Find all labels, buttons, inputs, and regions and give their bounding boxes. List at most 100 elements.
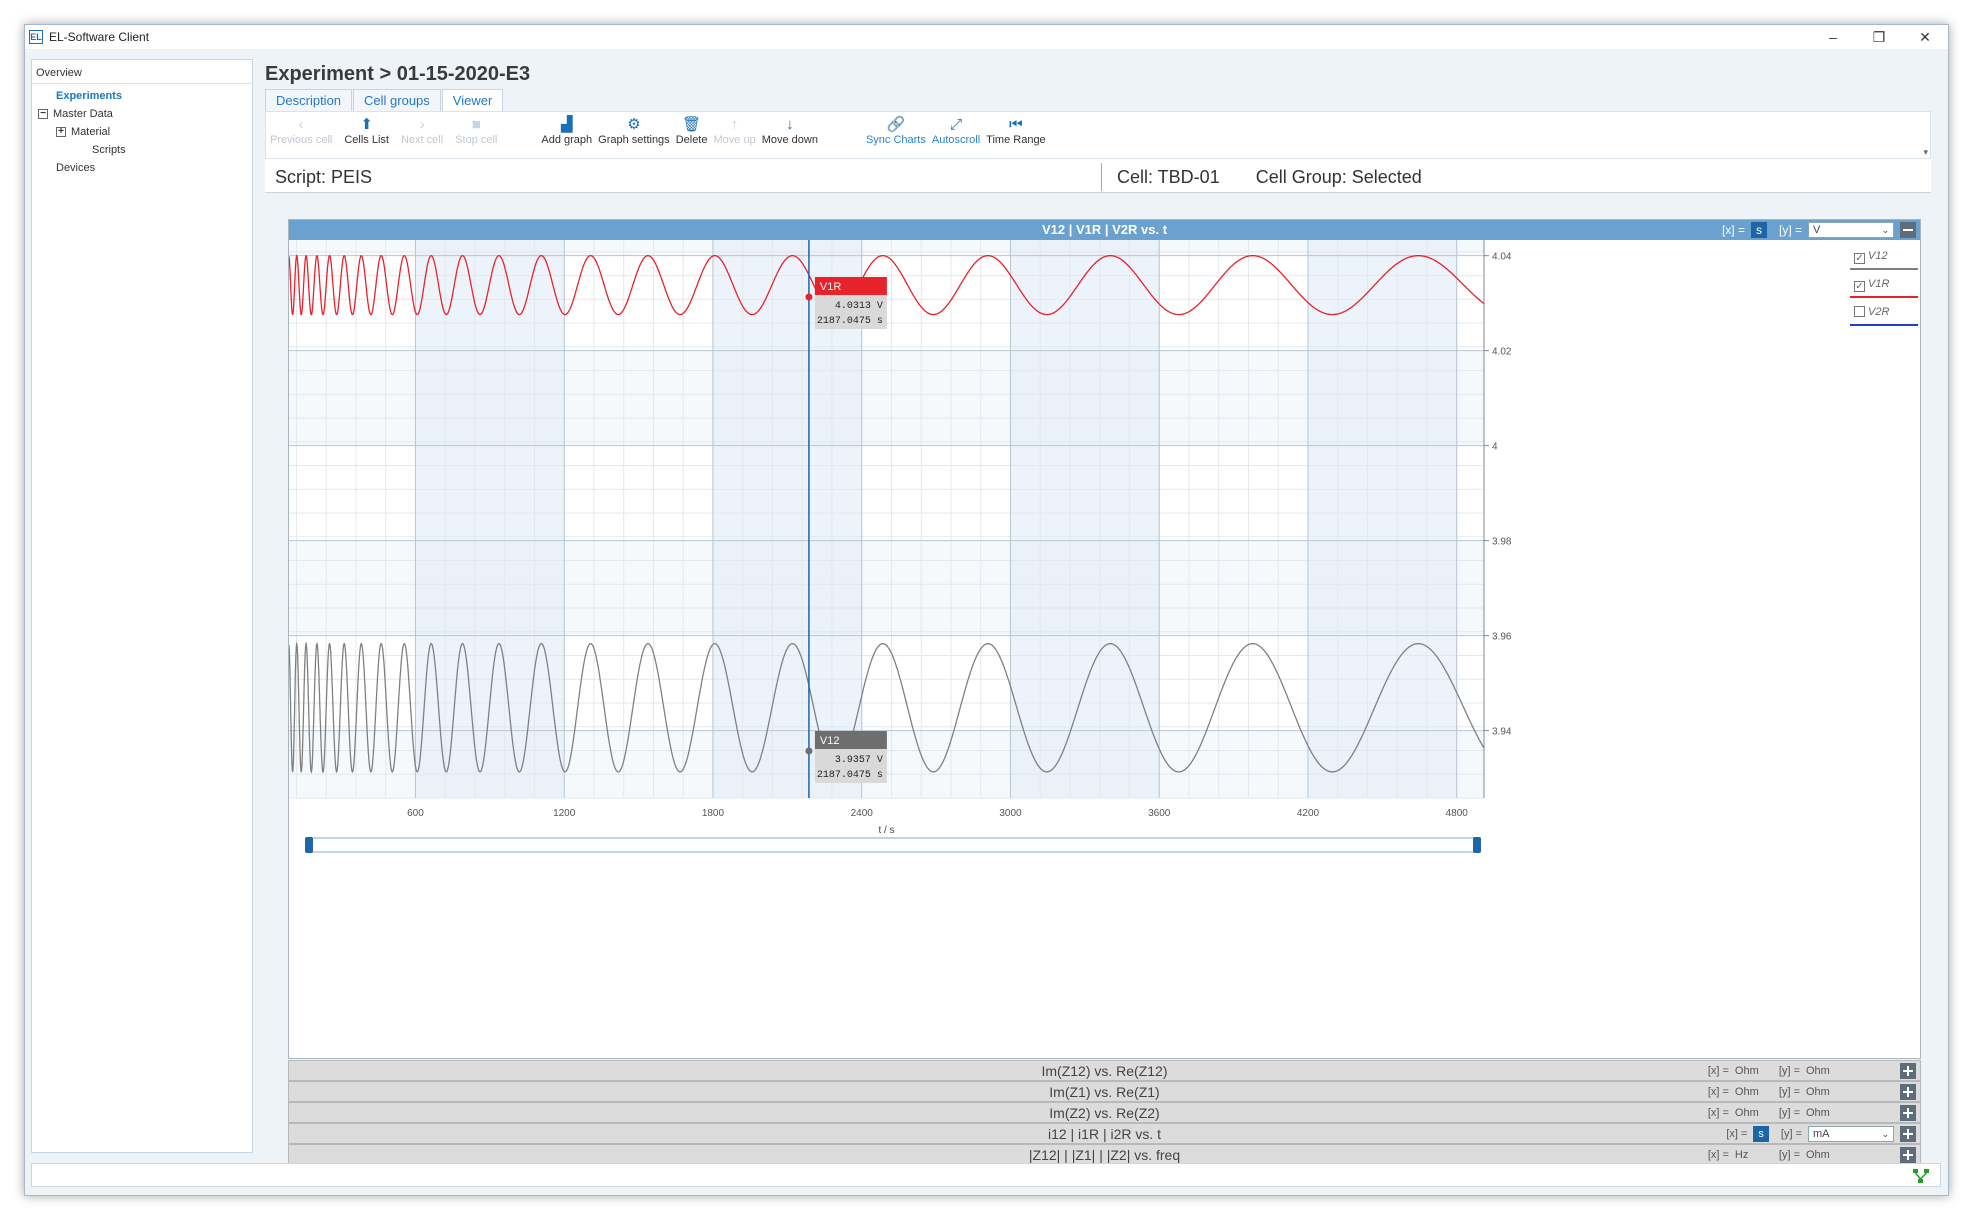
legend-swatch bbox=[1850, 296, 1918, 298]
y-tick-label: 4 bbox=[1492, 442, 1498, 453]
stop-cell-button[interactable]: ■ Stop cell bbox=[455, 112, 497, 158]
tree-item-devices[interactable]: Devices bbox=[32, 159, 252, 177]
x-tick-label: 4800 bbox=[1446, 808, 1469, 819]
legend-swatch bbox=[1850, 324, 1918, 326]
slider-handle-right[interactable] bbox=[1473, 837, 1481, 853]
y-unit-value: Ohm bbox=[1806, 1086, 1830, 1098]
close-button[interactable]: ✕ bbox=[1919, 28, 1931, 45]
legend-checkbox[interactable]: ✓ bbox=[1854, 281, 1865, 292]
readout-header bbox=[814, 730, 887, 749]
minimize-button[interactable]: – bbox=[1829, 29, 1837, 45]
tab-viewer[interactable]: Viewer bbox=[441, 89, 504, 111]
y-unit-label: [y] = bbox=[1778, 223, 1802, 237]
cell-label: Cell: TBD-01 bbox=[1117, 167, 1220, 187]
collapsed-graph[interactable]: Im(Z1) vs. Re(Z1) [x] = Ohm [y] = Ohm bbox=[288, 1081, 1921, 1102]
graph-header: V12 | V1R | V2R vs. t [x] = s [y] = V ⌄ bbox=[289, 220, 1920, 240]
axis-selectors: [x] = s [y] = mA ⌄ bbox=[1726, 1124, 1920, 1144]
expand-icon[interactable] bbox=[1900, 1063, 1916, 1079]
sidebar-header[interactable]: Overview bbox=[32, 60, 252, 84]
next-cell-button[interactable]: › Next cell bbox=[401, 112, 443, 158]
y-unit-value: Ohm bbox=[1806, 1107, 1830, 1119]
y-unit-value: V bbox=[1813, 224, 1821, 236]
stop-icon: ■ bbox=[471, 116, 481, 133]
legend-item-v1r[interactable]: ✓ V1R bbox=[1850, 276, 1918, 304]
cells-list-button[interactable]: ⬆ Cells List bbox=[344, 112, 389, 158]
chevron-right-icon: › bbox=[419, 116, 425, 133]
expand-icon[interactable] bbox=[1900, 1105, 1916, 1121]
plot-band bbox=[1010, 240, 1160, 798]
collapse-icon[interactable] bbox=[1900, 222, 1916, 238]
legend-label: V12 bbox=[1868, 250, 1888, 262]
toolbar-label: Move up bbox=[713, 134, 756, 146]
plot-band bbox=[415, 240, 565, 798]
tree-item-label: Material bbox=[71, 126, 111, 138]
autoscroll-button[interactable]: ⤢ Autoscroll bbox=[932, 112, 980, 158]
tree-item-scripts[interactable]: Scripts bbox=[32, 141, 252, 159]
readout-time: 2187.0475 s bbox=[817, 770, 883, 781]
graph-title: Im(Z12) vs. Re(Z12) bbox=[1041, 1063, 1168, 1079]
tree-item-experiments[interactable]: Experiments bbox=[32, 87, 252, 105]
readout-value: 3.9357 V bbox=[835, 755, 883, 766]
previous-cell-button[interactable]: ‹ Previous cell bbox=[270, 112, 332, 158]
y-unit-label: [y] = bbox=[1778, 1149, 1800, 1161]
trash-icon: 🗑 bbox=[682, 116, 702, 133]
tab-description[interactable]: Description bbox=[265, 89, 353, 111]
move-down-button[interactable]: ↓ Move down bbox=[762, 112, 818, 158]
expand-icon[interactable] bbox=[1900, 1126, 1916, 1142]
add-graph-button[interactable]: ▟ Add graph bbox=[541, 112, 592, 158]
time-range-button[interactable]: ⏮ Time Range bbox=[986, 112, 1046, 158]
expand-icon[interactable] bbox=[1900, 1084, 1916, 1100]
legend-swatch bbox=[1850, 268, 1918, 270]
legend-label: V1R bbox=[1868, 278, 1890, 290]
slider-handle-left[interactable] bbox=[305, 837, 313, 853]
sync-charts-button[interactable]: 🔗 Sync Charts bbox=[866, 112, 926, 158]
collapse-icon[interactable]: − bbox=[38, 109, 48, 119]
toolbar-label: Next cell bbox=[400, 134, 444, 146]
toolbar-label: Graph settings bbox=[598, 134, 670, 146]
toolbar: ‹ Previous cell ⬆ Cells List › Next cell ■ Stop… bbox=[265, 111, 1931, 159]
readout-time: 2187.0475 s bbox=[817, 316, 883, 327]
tree-item-label: Experiments bbox=[56, 90, 123, 102]
tree-item-master-data[interactable]: − Master Data bbox=[32, 105, 252, 123]
y-unit-dropdown[interactable]: V ⌄ bbox=[1808, 222, 1894, 238]
collapsed-graph[interactable]: i12 | i1R | i2R vs. t [x] = s [y] = mA ⌄ bbox=[288, 1123, 1921, 1144]
legend-item-v2r[interactable]: V2R bbox=[1850, 304, 1918, 332]
y-unit-value: Ohm bbox=[1806, 1149, 1830, 1161]
graph-settings-button[interactable]: ⚙ Graph settings bbox=[598, 112, 670, 158]
restore-button[interactable]: ❐ bbox=[1872, 28, 1886, 45]
readout-series: V12 bbox=[820, 735, 840, 747]
axis-selectors: [x] = Ohm [y] = Ohm bbox=[1708, 1103, 1920, 1123]
y-unit-dropdown[interactable]: mA ⌄ bbox=[1808, 1126, 1894, 1142]
legend-item-v12[interactable]: ✓ V12 bbox=[1850, 248, 1918, 276]
time-range-slider[interactable] bbox=[305, 837, 1481, 853]
readout-value: 4.0313 V bbox=[835, 301, 883, 312]
collapsed-graph[interactable]: |Z12| | |Z1| | |Z2| vs. freq [x] = Hz [y] =… bbox=[288, 1144, 1921, 1165]
collapsed-graph[interactable]: Im(Z12) vs. Re(Z12) [x] = Ohm [y] = Ohm bbox=[288, 1060, 1921, 1081]
y-tick-label: 3.96 bbox=[1492, 632, 1512, 643]
x-unit-button[interactable]: s bbox=[1750, 222, 1767, 238]
tab-cell-groups[interactable]: Cell groups bbox=[353, 89, 441, 111]
plot-band bbox=[1307, 240, 1457, 798]
graph-title: |Z12| | |Z1| | |Z2| vs. freq bbox=[1028, 1147, 1181, 1163]
collapsed-graph[interactable]: Im(Z2) vs. Re(Z2) [x] = Ohm [y] = Ohm bbox=[288, 1102, 1921, 1123]
move-up-button[interactable]: ↑ Move up bbox=[713, 112, 755, 158]
expand-icon[interactable] bbox=[1900, 1147, 1916, 1163]
chevron-down-icon: ⌄ bbox=[1881, 225, 1889, 235]
tab-bar: Description Cell groups Viewer bbox=[265, 89, 504, 111]
expand-icon[interactable]: + bbox=[56, 127, 66, 137]
y-tick-label: 3.94 bbox=[1492, 727, 1512, 738]
line-chart[interactable]: 600 1200 1800 2400 3000 3600 4200 4800 4.04 4.02 4… bbox=[289, 240, 1920, 895]
toolbar-overflow-icon[interactable]: ▾ bbox=[1923, 147, 1928, 157]
tree-item-label: Scripts bbox=[92, 144, 126, 156]
axis-selectors: [x] = Ohm [y] = Ohm bbox=[1708, 1061, 1920, 1081]
delete-button[interactable]: 🗑 Delete bbox=[676, 112, 708, 158]
x-unit-label: [x] = bbox=[1726, 1128, 1748, 1140]
x-unit-value[interactable]: s bbox=[1753, 1126, 1769, 1142]
x-unit-value: Ohm bbox=[1734, 1065, 1759, 1077]
legend-checkbox[interactable] bbox=[1854, 306, 1865, 317]
divider bbox=[1101, 163, 1102, 191]
legend-checkbox[interactable]: ✓ bbox=[1854, 253, 1865, 264]
toolbar-label: Move down bbox=[761, 134, 818, 146]
tree-item-material[interactable]: + Material bbox=[32, 123, 252, 141]
app-window: EL EL-Software Client – ❐ ✕ Overview Exp… bbox=[24, 24, 1949, 1196]
